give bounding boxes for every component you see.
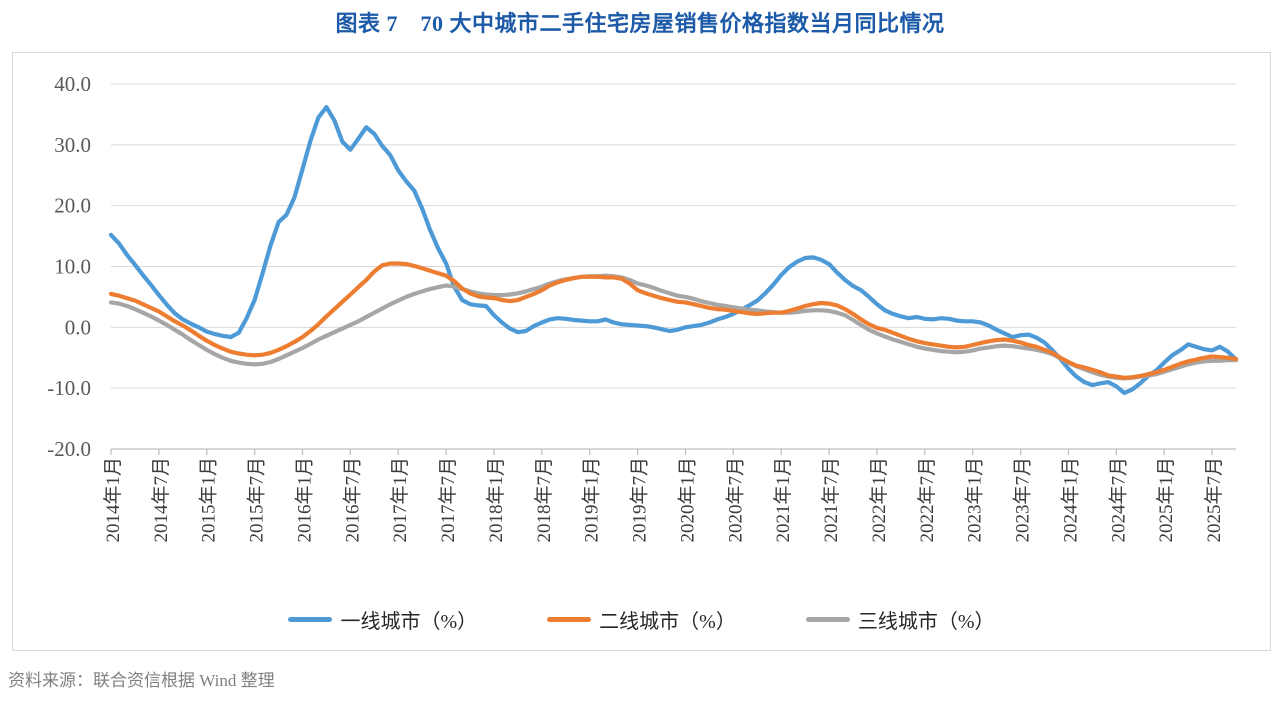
x-axis-tick-label: 2025年7月 — [1203, 457, 1225, 543]
x-axis-tick-label: 2025年1月 — [1155, 457, 1177, 543]
x-axis-tick-label: 2018年1月 — [485, 457, 507, 543]
source-note: 资料来源：联合资信根据 Wind 整理 — [8, 671, 275, 690]
y-axis-tick-label: 10.0 — [54, 255, 91, 279]
x-axis-tick-label: 2016年7月 — [341, 457, 363, 543]
x-axis-tick-label: 2019年1月 — [581, 457, 603, 543]
chart-title: 图表 7 70 大中城市二手住宅房屋销售价格指数当月同比情况 — [335, 11, 945, 36]
legend-item-third-tier: 三线城市（%） — [805, 605, 995, 634]
x-axis-tick-label: 2015年7月 — [246, 457, 268, 543]
x-axis-tick-label: 2021年7月 — [820, 457, 842, 543]
y-axis-tick-label: -10.0 — [47, 376, 91, 400]
legend-item-first-tier: 一线城市（%） — [288, 605, 477, 634]
legend-label-third-tier: 三线城市（%） — [857, 611, 995, 633]
legend-label-first-tier: 一线城市（%） — [340, 611, 478, 633]
x-axis-tick-label: 2024年1月 — [1059, 457, 1081, 543]
x-axis-tick-label: 2015年1月 — [198, 457, 220, 543]
legend-line-swatch-third-tier — [805, 617, 850, 622]
x-axis-tick-label: 2024年7月 — [1107, 457, 1129, 543]
x-axis-tick-label: 2017年7月 — [437, 457, 459, 543]
x-axis-tick-label: 2017年1月 — [389, 457, 411, 543]
x-axis-tick-label: 2022年1月 — [868, 457, 890, 543]
x-axis-tick-label: 2014年1月 — [102, 457, 124, 543]
x-axis-tick-label: 2020年7月 — [724, 457, 746, 543]
legend-line-swatch-second-tier — [547, 617, 592, 622]
legend-item-second-tier: 二线城市（%） — [547, 605, 736, 634]
y-axis-tick-label: 0.0 — [65, 315, 91, 339]
x-axis-tick-label: 2016年1月 — [293, 457, 315, 543]
legend-line-swatch-first-tier — [288, 617, 333, 622]
x-axis-tick-label: 2021年1月 — [772, 457, 794, 543]
x-axis-tick-label: 2022年7月 — [916, 457, 938, 543]
y-axis-tick-label: 30.0 — [54, 133, 91, 157]
x-axis-tick-label: 2020年1月 — [676, 457, 698, 543]
x-axis-tick-label: 2019年7月 — [629, 457, 651, 543]
x-axis-tick-label: 2018年7月 — [533, 457, 555, 543]
series-line-first-tier — [108, 104, 1239, 396]
chart-legend: 一线城市（%） 二线城市（%） 三线城市（%） — [13, 605, 1270, 634]
chart-canvas: 40.0 30.0 20.0 10.0 0.0 -10.0 -20.0 2014年1月 2014… — [47, 72, 1239, 543]
x-axis-tick-label: 2023年1月 — [964, 457, 986, 543]
chart-frame: 40.0 30.0 20.0 10.0 0.0 -10.0 -20.0 2014年1月 2014… — [12, 52, 1271, 651]
series-line-second-tier — [108, 261, 1239, 380]
y-axis-tick-label: -20.0 — [47, 437, 91, 461]
y-axis-tick-label: 40.0 — [54, 72, 91, 96]
legend-label-second-tier: 二线城市（%） — [599, 611, 736, 633]
x-axis-tick-label: 2014年7月 — [150, 457, 172, 543]
y-axis-tick-label: 20.0 — [54, 194, 91, 218]
x-axis-tick-label: 2023年7月 — [1012, 457, 1034, 543]
